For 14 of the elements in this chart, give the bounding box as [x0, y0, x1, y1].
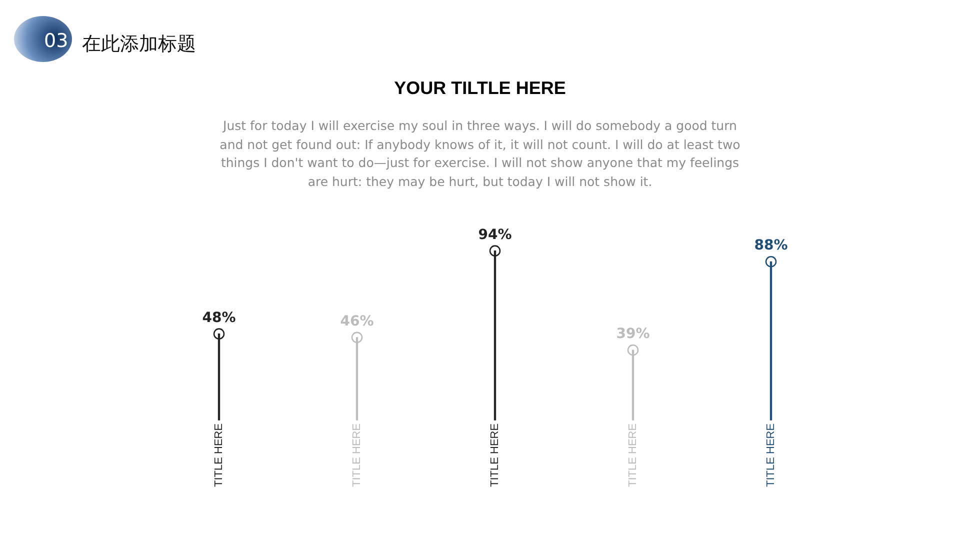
data-label: 39%: [616, 326, 650, 342]
data-label: 46%: [340, 313, 374, 330]
chart-subtitle: Just for today I will exercise my soul in three ways. I will do somebody a good turn and not get found out: If anybody knows of it, it will not count. I will do at least two things I don't want to do—just for exercise. I will not show anyone that my feelings are hurt: they may be hurt, but today I will not show it.: [218, 117, 742, 191]
x-tick-label: TITLE HERE: [765, 423, 778, 488]
data-label: 88%: [754, 238, 788, 254]
text: 03: [44, 30, 68, 52]
data-label: 94%: [478, 226, 512, 243]
text: 在此添加标题: [82, 32, 196, 57]
chart-title: YOUR TILTLE HERE: [393, 78, 567, 99]
x-tick-label: TITLE HERE: [627, 423, 640, 488]
data-label: 48%: [202, 310, 236, 326]
x-tick-label: TITLE HERE: [213, 423, 226, 488]
x-tick-label: TITLE HERE: [351, 423, 364, 488]
x-tick-label: TITLE HERE: [489, 423, 502, 488]
